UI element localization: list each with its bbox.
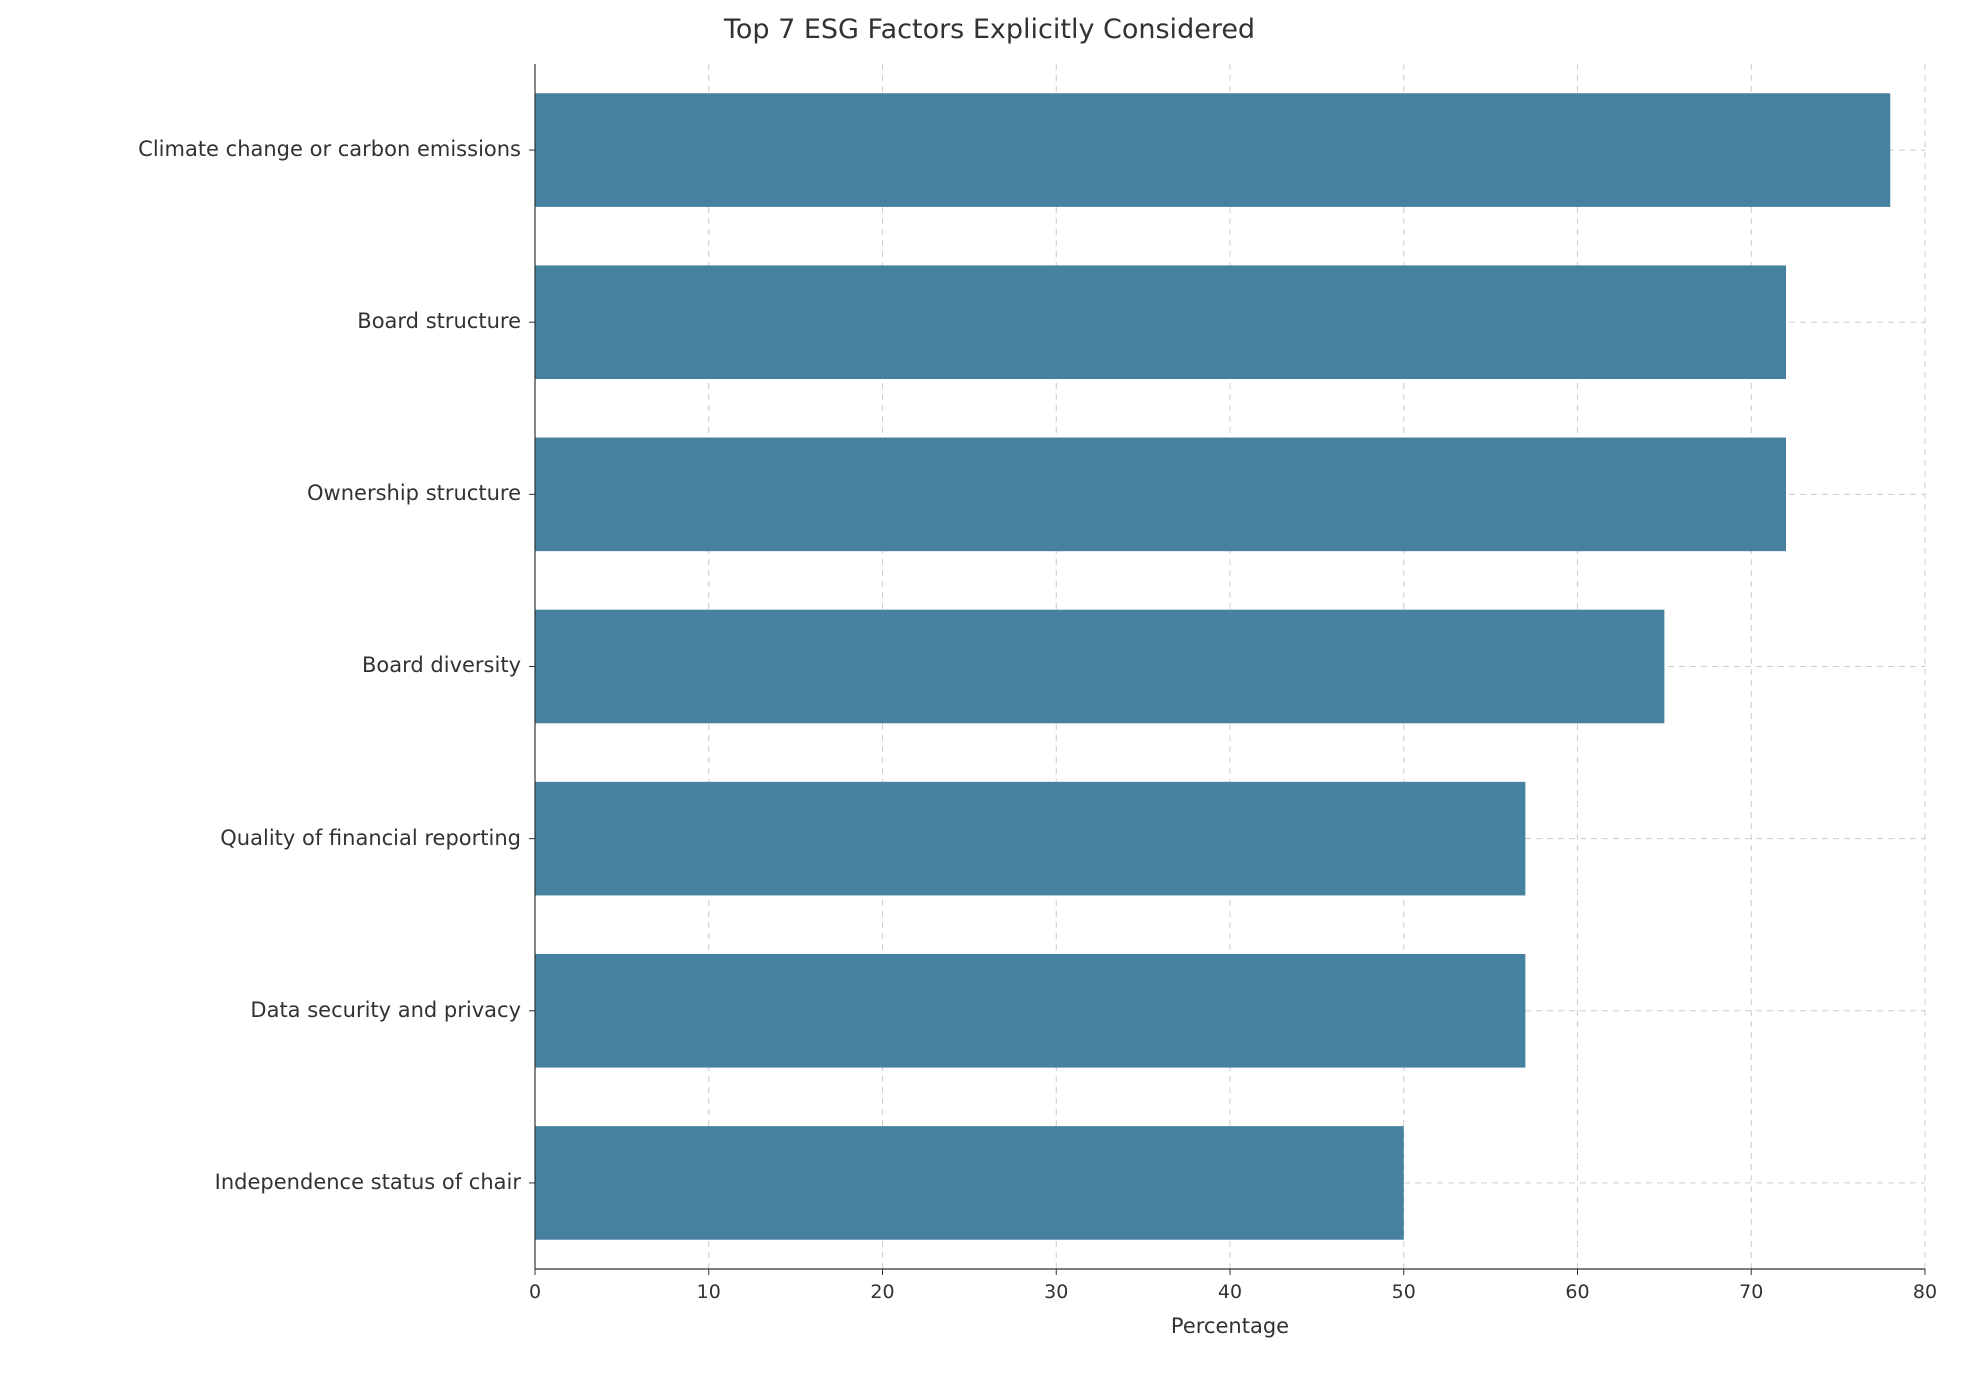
x-tick-label: 80	[1913, 1281, 1937, 1303]
chart-title: Top 7 ESG Factors Explicitly Considered	[724, 14, 1255, 45]
chart-container: Top 7 ESG Factors Explicitly Considered C…	[0, 0, 1979, 1380]
bars	[535, 93, 1890, 1239]
y-axis-label: Independence status of chair	[215, 1170, 521, 1194]
bar	[535, 265, 1786, 379]
y-axis-label: Ownership structure	[307, 481, 521, 505]
bar	[535, 438, 1786, 552]
x-axis-title: Percentage	[1171, 1314, 1289, 1338]
y-axis-label: Climate change or carbon emissions	[138, 137, 521, 161]
y-axis-label: Quality of financial reporting	[220, 826, 521, 850]
x-tick-label: 60	[1565, 1281, 1589, 1303]
x-tick-label: 0	[529, 1281, 541, 1303]
x-tick-label: 50	[1392, 1281, 1416, 1303]
bar	[535, 93, 1890, 207]
x-tick-label: 20	[870, 1281, 894, 1303]
bar	[535, 610, 1664, 724]
x-tick-label: 70	[1739, 1281, 1763, 1303]
x-tick-label: 30	[1044, 1281, 1068, 1303]
bar	[535, 782, 1525, 896]
y-axis-label: Data security and privacy	[250, 998, 521, 1022]
y-axis-label: Board diversity	[362, 653, 521, 677]
bar	[535, 1126, 1404, 1240]
y-axis-label: Board structure	[357, 309, 521, 333]
x-tick-label: 40	[1218, 1281, 1242, 1303]
bar	[535, 954, 1525, 1068]
x-tick-label: 10	[697, 1281, 721, 1303]
